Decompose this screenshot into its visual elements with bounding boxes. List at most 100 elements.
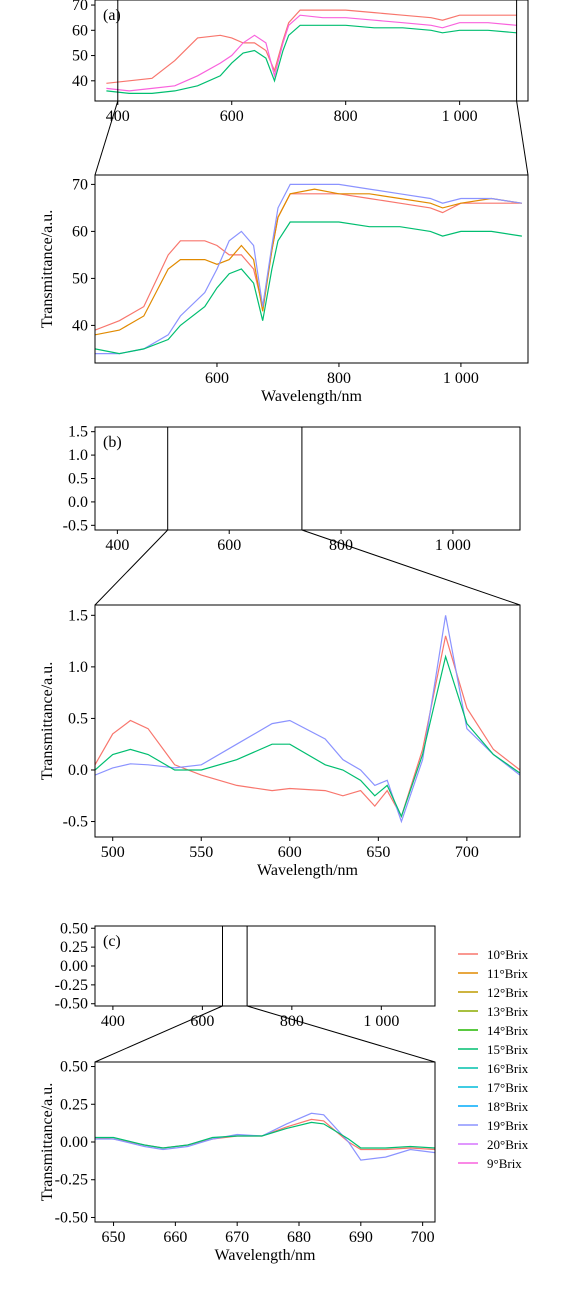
plot-frame [94, 1061, 436, 1223]
y-tick-label: 60 [72, 223, 88, 240]
x-tick-label: 550 [189, 844, 213, 861]
y-tick-label: 50 [72, 48, 88, 65]
x-tick-label: 700 [455, 844, 479, 861]
y-tick-label: 40 [72, 73, 88, 90]
legend-label-8: 18°Brix [487, 1099, 529, 1114]
y-tick-label: -0.25 [55, 1172, 88, 1189]
y-tick-label: 0.0 [68, 762, 88, 779]
y-tick-label: -0.50 [55, 1209, 88, 1226]
y-tick-label: 50 [72, 270, 88, 287]
x-tick-label: 600 [217, 537, 241, 554]
legend: 10°Brix 11°Brix 12°Brix 13°Brix 14°Brix 15°Br… [458, 947, 529, 1171]
y-tick-label: 0.25 [60, 1096, 88, 1113]
legend-label-5: 15°Brix [487, 1042, 529, 1057]
series-group [95, 183, 522, 355]
legend-label-9: 19°Brix [487, 1118, 529, 1133]
x-tick-label: 650 [102, 1229, 126, 1246]
series-line-19Brix [95, 1112, 435, 1161]
y-tick-label: -0.5 [63, 814, 88, 831]
x-tick-label: 670 [225, 1229, 249, 1246]
plot-frame [94, 174, 529, 364]
x-tick-label: 800 [334, 108, 358, 125]
plot-frame [94, 0, 529, 102]
y-tick-label: 0.50 [60, 1059, 88, 1076]
y-tick-label: 40 [72, 317, 88, 334]
legend-label-0: 10°Brix [487, 947, 529, 962]
zoom-connector-left [94, 100, 119, 176]
y-axis-title: Transmittance/a.u. [39, 210, 56, 329]
x-axis-title: Wavelength/nm [215, 1247, 316, 1264]
x-tick-label: 1 000 [443, 370, 479, 387]
y-tick-label: 1.5 [68, 424, 88, 441]
legend-label-10: 20°Brix [487, 1137, 529, 1152]
legend-label-3: 13°Brix [487, 1004, 529, 1019]
x-tick-label: 400 [106, 108, 130, 125]
y-tick-label: 0.00 [60, 1134, 88, 1151]
y-tick-label: 70 [72, 176, 88, 193]
y-tick-label: -0.5 [63, 517, 88, 534]
x-tick-label: 690 [349, 1229, 373, 1246]
plot-frame [94, 925, 436, 1007]
panel-label: (b) [103, 434, 122, 451]
series-line-15Brix [106, 24, 517, 94]
panel-b-zoom: 500 550 600 650 700 -0.5 0.0 0.5 1.0 1.5 Wavelengt… [39, 604, 521, 879]
x-tick-label: 680 [287, 1229, 311, 1246]
y-tick-label: 1.0 [68, 447, 88, 464]
x-tick-label: 600 [278, 844, 302, 861]
x-axis-title: Wavelength/nm [261, 388, 362, 405]
x-tick-label: 400 [101, 1013, 125, 1030]
series-line-19Brix [95, 615, 520, 824]
y-tick-label: 1.0 [68, 659, 88, 676]
series-group [106, 9, 517, 94]
series-line-15Brix [95, 654, 520, 819]
x-tick-label: 600 [220, 108, 244, 125]
series-line-15Brix [95, 221, 522, 355]
panel-label: (a) [103, 7, 121, 24]
y-tick-label: 0.00 [60, 958, 88, 975]
panel-a-full: 400 600 800 1 000 40 50 60 70 (a) [72, 0, 529, 125]
series-line-11Brix [95, 188, 522, 336]
y-axis-title: Transmittance/a.u. [39, 662, 56, 781]
series-line-10Brix [95, 635, 520, 818]
panel-b-full: 400 600 800 1 000 -0.5 0.0 0.5 1.0 1.5 (b) [63, 424, 521, 554]
y-tick-label: 0.25 [60, 939, 88, 956]
y-tick-label: 0.5 [68, 471, 88, 488]
zoom-connector-left [94, 1005, 223, 1063]
y-tick-label: 0.50 [60, 920, 88, 937]
series-line-19Brix [95, 183, 522, 355]
series-group [95, 1112, 435, 1161]
x-tick-label: 1 000 [363, 1013, 399, 1030]
zoom-connector-right [301, 529, 521, 606]
panel-c-full: 400 600 800 1 000-0.50-0.250.000.250.50(c) [55, 920, 436, 1030]
zoom-connector-right [246, 1005, 436, 1063]
series-group [95, 615, 520, 824]
x-tick-label: 500 [101, 844, 125, 861]
series-line-10Brix [106, 9, 517, 84]
x-tick-label: 600 [190, 1013, 214, 1030]
legend-label-4: 14°Brix [487, 1023, 529, 1038]
x-tick-label: 700 [411, 1229, 435, 1246]
legend-label-2: 12°Brix [487, 985, 529, 1000]
panel-c-zoom: 650 660 670 680 690 700 -0.50 -0.25 0.00 0.25 0.50… [39, 1059, 436, 1264]
x-tick-label: 650 [366, 844, 390, 861]
x-tick-label: 400 [105, 537, 129, 554]
x-tick-label: 600 [205, 370, 229, 387]
panel-label: (c) [103, 933, 121, 950]
zoom-connector-right [516, 100, 529, 176]
x-tick-label: 800 [327, 370, 351, 387]
series-line-15Brix [95, 1121, 435, 1149]
panel-a-zoom: 600 800 1 000 40 50 60 70 Wavelength/nm Transmit… [39, 174, 529, 405]
plot-frame [94, 604, 521, 838]
y-tick-label: 60 [72, 22, 88, 39]
zoom-connector-left [94, 529, 169, 606]
plot-frame [94, 426, 521, 531]
y-tick-label: -0.25 [55, 977, 88, 994]
y-tick-label: 0.0 [68, 494, 88, 511]
legend-label-11: 9°Brix [487, 1156, 522, 1171]
y-tick-label: 0.5 [68, 710, 88, 727]
y-axis-title: Transmittance/a.u. [39, 1083, 56, 1202]
y-tick-label: 70 [72, 0, 88, 14]
series-line-9Brix [106, 14, 517, 92]
x-tick-label: 1 000 [435, 537, 471, 554]
